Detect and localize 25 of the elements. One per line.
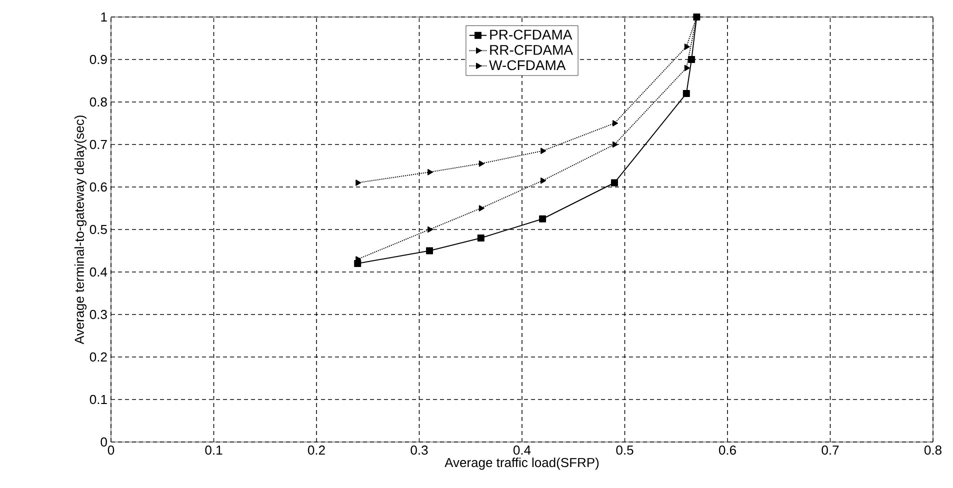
y-tick-label: 0.1: [90, 394, 107, 404]
x-tick-label: 0.8: [924, 446, 942, 455]
y-tick-label: 0.2: [90, 352, 107, 362]
y-tick-label: 0.5: [90, 224, 107, 234]
y-axis-title: Average terminal-to-gateway delay(sec): [74, 116, 87, 344]
x-tick-label: 0.2: [308, 446, 325, 455]
y-tick-label: 0: [100, 437, 107, 447]
y-tick-label: 0.7: [90, 140, 107, 150]
x-tick-label: 0.4: [513, 446, 531, 455]
legend-label: W-CFDAMA: [489, 60, 566, 70]
x-tick-label: 0.6: [718, 446, 736, 455]
y-tick-label: 0.9: [90, 54, 107, 64]
x-tick-label: 0.7: [822, 446, 839, 455]
x-tick-label: 0.1: [205, 446, 222, 455]
y-tick-label: 1: [101, 12, 107, 22]
x-tick-label: 0.3: [410, 446, 428, 455]
legend-label: RR-CFDAMA: [490, 44, 574, 55]
x-tick-label: 0: [108, 446, 114, 455]
y-tick-label: 0.3: [90, 310, 107, 320]
y-tick-label: 0.8: [90, 97, 107, 107]
y-tick-label: 0.4: [90, 267, 108, 277]
y-tick-label: 0.6: [90, 182, 107, 192]
legend-label: PR-CFDAMA: [490, 30, 572, 40]
x-axis-title: Average traffic load(SFRP): [444, 458, 599, 470]
x-tick-label: 0.5: [616, 446, 634, 455]
